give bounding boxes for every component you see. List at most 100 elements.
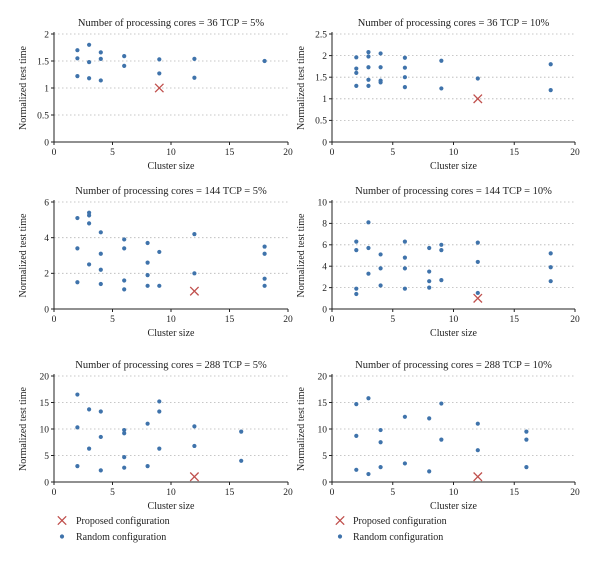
x-tick-label: 0 [52,148,57,158]
random-point [122,431,127,436]
random-point [87,76,92,81]
random-point [145,260,150,265]
x-tick-label: 0 [52,488,57,498]
random-point [192,271,197,276]
x-tick-label: 15 [510,148,520,158]
legend-random-label: Random configuration [76,532,166,543]
scatter-panel-1: Number of processing cores = 36 TCP = 5%… [18,18,293,172]
y-tick-label: 0 [322,138,327,148]
y-tick-label: 5 [44,452,49,462]
x-tick-label: 5 [390,315,395,325]
panel-title: Number of processing cores = 144 TCP = 5… [75,186,267,197]
y-tick-label: 5 [322,452,327,462]
random-point [439,278,444,283]
panel-title: Number of processing cores = 288 TCP = 1… [355,360,552,371]
scatter-panel-5: Number of processing cores = 288 TCP = 5… [18,360,293,512]
random-point [262,58,267,64]
x-tick-label: 20 [570,148,580,158]
y-tick-label: 4 [44,234,49,244]
random-point [239,458,244,463]
legend-proposed-label: Proposed configuration [76,516,170,527]
random-point [87,213,92,218]
random-point [157,399,162,404]
random-point [87,446,92,451]
random-point [157,409,162,414]
x-tick-label: 10 [449,488,459,498]
random-point [192,56,197,61]
x-tick-label: 10 [166,315,176,325]
y-tick-label: 0 [322,478,327,488]
random-point [75,246,80,251]
scatter-panel-4: Number of processing cores = 144 TCP = 1… [296,186,580,339]
random-point [548,279,553,284]
random-point [122,246,127,251]
random-point [427,279,432,284]
random-point [87,262,92,267]
random-point [402,55,407,60]
y-tick-label: 2 [322,284,327,294]
x-tick-label: 5 [110,148,115,158]
proposed-point [154,83,164,93]
random-point [475,240,480,245]
random-point [98,409,103,414]
random-point [427,469,432,474]
x-tick-label: 15 [510,315,520,325]
random-point [548,62,553,67]
x-tick-label: 0 [330,315,335,325]
random-point [439,248,444,253]
y-axis-label: Normalized test time [296,213,307,297]
random-point [366,396,371,401]
random-point [98,251,103,256]
random-point [402,85,407,90]
random-point [402,414,407,419]
random-point [378,252,383,257]
random-point [122,278,127,283]
random-point [145,273,150,278]
random-point [378,80,383,85]
random-point [524,437,529,442]
x-axis-label: Cluster size [148,501,195,512]
panel-title: Number of processing cores = 288 TCP = 5… [75,360,267,371]
random-point [475,290,480,296]
random-point [548,251,553,256]
random-point [366,77,371,82]
random-marker-icon [59,534,65,539]
x-tick-label: 20 [283,315,293,325]
x-tick-label: 15 [510,488,520,498]
random-point [87,407,92,412]
x-tick-label: 5 [390,148,395,158]
random-point [402,65,407,70]
x-tick-label: 0 [52,315,57,325]
random-marker-icon [337,534,343,539]
random-point [98,56,103,61]
random-point [402,461,407,466]
random-point [475,448,480,453]
random-point [122,54,127,59]
y-tick-label: 1 [322,95,327,105]
random-point [75,48,80,53]
y-tick-label: 0.5 [315,117,327,127]
random-point [262,251,267,256]
random-point [427,285,432,290]
random-point [402,266,407,271]
random-point [366,65,371,70]
x-tick-label: 15 [225,148,235,158]
random-point [98,230,103,235]
random-point [439,86,444,91]
x-tick-label: 5 [110,488,115,498]
random-point [122,63,127,68]
random-point [192,443,197,449]
random-point [157,57,162,62]
legend-proposed-label: Proposed configuration [353,516,447,527]
x-tick-label: 20 [283,148,293,158]
random-point [475,259,480,265]
random-point [475,421,480,426]
panel-title: Number of processing cores = 36 TCP = 5% [78,18,264,29]
random-point [354,286,359,291]
random-point [366,471,371,477]
random-point [354,55,359,60]
random-point [262,283,267,288]
random-point [524,465,529,470]
random-point [378,465,383,470]
